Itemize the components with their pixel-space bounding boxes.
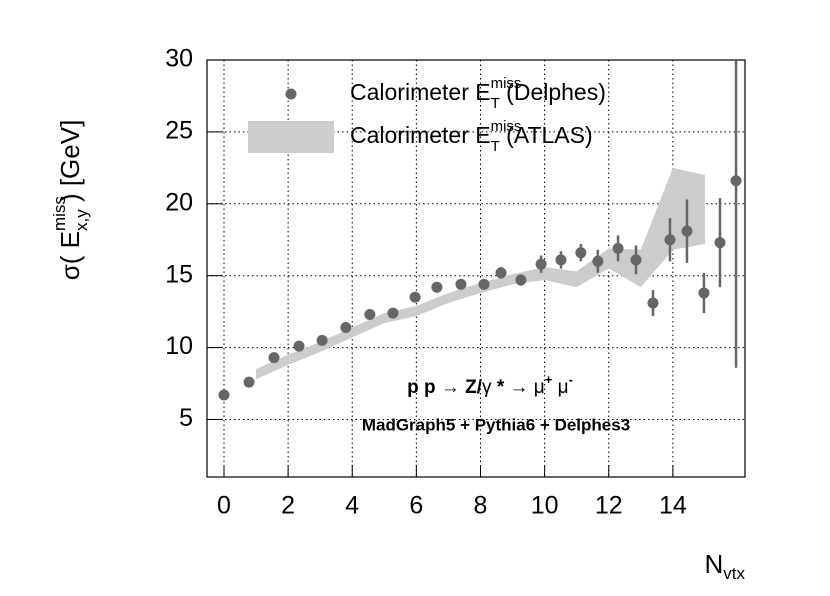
x-tick-label: 2 — [281, 492, 295, 520]
point — [243, 376, 255, 388]
point — [455, 278, 467, 290]
point — [364, 309, 376, 321]
legend-swatch — [248, 121, 334, 153]
x-label-part: N — [704, 549, 723, 579]
point — [730, 175, 742, 187]
legend-sub: T — [491, 95, 500, 112]
y-tick-label: 10 — [165, 332, 193, 360]
x-tick-label: 0 — [217, 492, 231, 520]
annotation-part: p p — [407, 377, 441, 398]
point — [478, 278, 490, 290]
point — [681, 225, 693, 237]
legend-label-part: (Delphes) — [500, 79, 606, 105]
x-tick-label: 6 — [409, 492, 423, 520]
point — [515, 274, 527, 286]
annotation-part: → — [441, 377, 460, 398]
y-label-sup: miss — [50, 196, 69, 231]
legend-swatch — [285, 88, 297, 100]
y-tick-label: 20 — [165, 188, 193, 216]
legend-label-part: Calorimeter E — [350, 79, 491, 105]
x-tick-label: 8 — [474, 492, 488, 520]
annotation: p p → Z/γ * → μ+ μ- — [407, 372, 573, 398]
point — [387, 307, 399, 319]
legend-label-part: (ATLAS) — [500, 122, 593, 148]
annotation-part: → — [510, 377, 529, 398]
legend-label-part: Calorimeter E — [350, 122, 491, 148]
point — [495, 267, 507, 279]
annotation-part: γ — [482, 377, 492, 398]
annotation-part: * — [492, 377, 510, 398]
plot-frame — [206, 59, 746, 478]
point — [630, 254, 642, 266]
point — [664, 234, 676, 246]
x-tick-label: 12 — [595, 492, 623, 520]
point — [555, 254, 567, 266]
y-label-part: ) [GeV] — [55, 120, 85, 210]
x-tick-label: 4 — [345, 492, 359, 520]
legend-label: Calorimeter Emiss T (Delphes) — [350, 75, 606, 112]
y-label-part: σ( E — [55, 231, 85, 280]
legend-label: Calorimeter Emiss T (ATLAS) — [350, 118, 593, 155]
point — [575, 247, 587, 259]
point — [316, 334, 328, 346]
annotation-part: μ — [534, 377, 545, 398]
y-tick-label: 5 — [179, 404, 193, 432]
annotation-part: + — [545, 372, 553, 387]
x-axis-label: Nvtx — [704, 549, 745, 584]
x-tick-label: 10 — [531, 492, 559, 520]
point — [293, 340, 305, 352]
y-label-sub: x,y — [72, 209, 91, 231]
point — [714, 237, 726, 249]
legend-sup: miss — [491, 75, 522, 92]
x-label-sub: vtx — [723, 564, 745, 583]
y-axis-label: σ( Emiss x,y ) [GeV] — [50, 120, 91, 281]
point — [535, 258, 547, 270]
point — [592, 255, 604, 267]
point — [612, 242, 624, 254]
point — [698, 287, 710, 299]
y-tick-label: 30 — [165, 45, 193, 73]
point — [647, 297, 659, 309]
legend-sup: miss — [491, 118, 522, 135]
annotation-part: μ — [558, 377, 569, 398]
point — [218, 389, 230, 401]
legend-sub: T — [491, 138, 500, 155]
y-tick-label: 25 — [165, 117, 193, 145]
point — [431, 281, 443, 293]
x-tick-label: 14 — [659, 492, 687, 520]
annotation: MadGraph5 + Pythia6 + Delphes3 — [362, 415, 630, 434]
band — [256, 167, 705, 380]
point — [268, 352, 280, 364]
y-tick-label: 15 — [165, 260, 193, 288]
annotation-part: - — [569, 372, 573, 387]
point — [340, 321, 352, 333]
point — [409, 291, 421, 303]
annotation-part: Z/ — [460, 377, 483, 398]
